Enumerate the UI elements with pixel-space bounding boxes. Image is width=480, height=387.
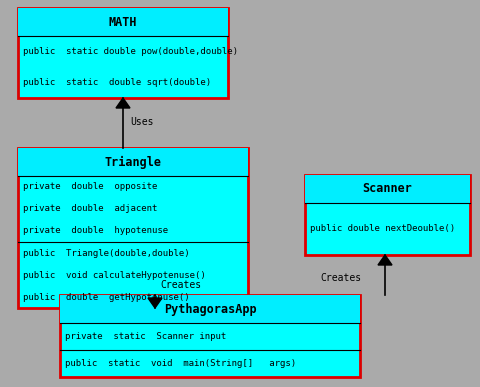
Text: private  static  Scanner input: private static Scanner input	[65, 332, 226, 341]
Text: public  static  double sqrt(double): public static double sqrt(double)	[23, 78, 211, 87]
Bar	[18, 8, 228, 36]
Text: MATH: MATH	[108, 15, 137, 29]
Bar	[18, 8, 228, 98]
Text: public double nextDeouble(): public double nextDeouble()	[309, 224, 454, 233]
Bar	[18, 148, 248, 176]
Bar	[304, 175, 469, 255]
Text: private  double  opposite: private double opposite	[23, 183, 157, 192]
Text: public  static double pow(double,double): public static double pow(double,double)	[23, 47, 238, 56]
Text: Triangle: Triangle	[104, 156, 161, 169]
Text: Creates: Creates	[319, 273, 360, 283]
Polygon shape	[148, 298, 162, 308]
Text: private  double  hypotenuse: private double hypotenuse	[23, 226, 168, 236]
Bar	[18, 148, 248, 308]
Text: public  void calculateHypotenuse(): public void calculateHypotenuse()	[23, 271, 205, 279]
Text: Creates: Creates	[160, 280, 201, 290]
Text: Scanner: Scanner	[362, 183, 411, 195]
Text: public  Triangle(double,double): public Triangle(double,double)	[23, 248, 189, 257]
Text: public  double  getHypotenuse(): public double getHypotenuse()	[23, 293, 189, 301]
Polygon shape	[116, 98, 130, 108]
Text: PythagorasApp: PythagorasApp	[163, 303, 256, 315]
Text: public  static  void  main(String[]   args): public static void main(String[] args)	[65, 359, 296, 368]
Bar	[60, 295, 359, 323]
Text: private  double  adjacent: private double adjacent	[23, 204, 157, 214]
Bar	[304, 175, 469, 203]
Text: Uses: Uses	[130, 117, 153, 127]
Bar	[60, 295, 359, 377]
Polygon shape	[377, 255, 391, 265]
